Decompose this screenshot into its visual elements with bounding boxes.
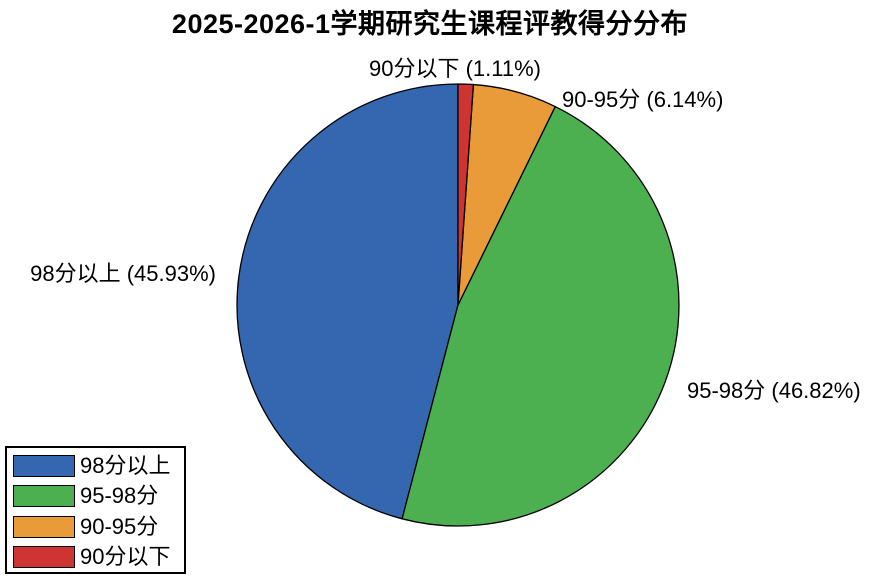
pie-slice-1 bbox=[401, 105, 680, 527]
chart-title: 2025-2026-1学期研究生课程评教得分分布 bbox=[171, 9, 689, 39]
legend: 98分以上 95-98分 90-95分 90分以下 bbox=[5, 446, 186, 574]
legend-swatch bbox=[13, 545, 75, 568]
slice-label-98-and-above: 98分以上 (45.93%) bbox=[30, 261, 216, 286]
legend-swatch bbox=[13, 515, 75, 538]
pie-slice-0 bbox=[236, 83, 459, 520]
legend-label: 98分以上 bbox=[80, 453, 171, 479]
slice-label-90-95: 90-95分 (6.14%) bbox=[562, 87, 724, 112]
legend-label: 90分以下 bbox=[80, 543, 171, 569]
legend-item: 95-98分 bbox=[13, 481, 184, 511]
legend-label: 95-98分 bbox=[80, 483, 159, 509]
legend-swatch bbox=[13, 455, 75, 478]
pie-slice-3 bbox=[457, 83, 475, 306]
slice-label-95-98: 95-98分 (46.82%) bbox=[687, 378, 861, 403]
legend-label: 90-95分 bbox=[80, 513, 159, 539]
legend-item: 98分以上 bbox=[13, 451, 184, 481]
legend-item: 90分以下 bbox=[13, 542, 184, 572]
slice-label-below-90: 90分以下 (1.11%) bbox=[369, 56, 541, 81]
legend-swatch bbox=[13, 485, 75, 508]
legend-item: 90-95分 bbox=[13, 512, 184, 542]
